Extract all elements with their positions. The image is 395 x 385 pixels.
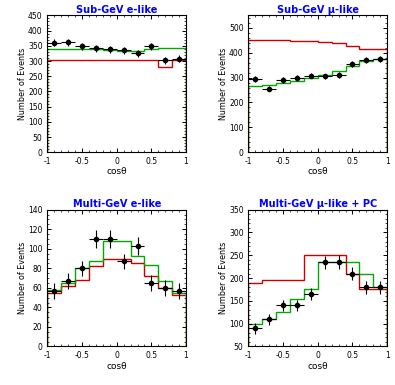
Y-axis label: Number of Events: Number of Events	[218, 242, 228, 314]
Title: Sub-GeV e-like: Sub-GeV e-like	[76, 5, 158, 15]
Y-axis label: Number of Events: Number of Events	[17, 48, 26, 120]
X-axis label: cosθ: cosθ	[307, 167, 328, 176]
X-axis label: cosθ: cosθ	[106, 167, 127, 176]
Title: Multi-GeV e-like: Multi-GeV e-like	[73, 199, 161, 209]
Title: Sub-GeV μ-like: Sub-GeV μ-like	[277, 5, 359, 15]
X-axis label: cosθ: cosθ	[307, 362, 328, 371]
X-axis label: cosθ: cosθ	[106, 362, 127, 371]
Y-axis label: Number of Events: Number of Events	[18, 242, 26, 314]
Title: Multi-GeV μ-like + PC: Multi-GeV μ-like + PC	[259, 199, 377, 209]
Y-axis label: Number of Events: Number of Events	[218, 48, 228, 120]
